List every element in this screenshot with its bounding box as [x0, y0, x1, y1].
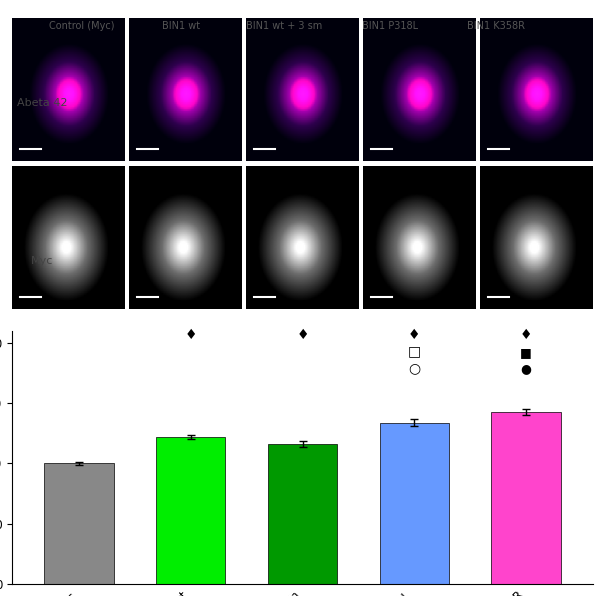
- Text: □: □: [408, 344, 420, 359]
- Text: ♦: ♦: [296, 328, 309, 342]
- Text: ♦: ♦: [520, 328, 532, 342]
- Text: Control (Myc): Control (Myc): [49, 21, 114, 31]
- Text: ●: ●: [520, 362, 531, 375]
- Bar: [491, 412, 560, 584]
- Text: Abeta 42: Abeta 42: [17, 98, 68, 108]
- Text: ○: ○: [408, 362, 420, 375]
- Text: ♦: ♦: [408, 328, 420, 342]
- Text: BIN1 K358R: BIN1 K358R: [467, 21, 525, 31]
- Text: ■: ■: [520, 346, 532, 359]
- Bar: [268, 444, 337, 584]
- Text: BIN1 P318L: BIN1 P318L: [362, 21, 418, 31]
- Text: Myc: Myc: [31, 256, 53, 266]
- Text: BIN1 wt: BIN1 wt: [162, 21, 201, 31]
- Bar: [45, 464, 114, 584]
- Text: BIN1 wt + 3 sm: BIN1 wt + 3 sm: [246, 21, 322, 31]
- Bar: [156, 437, 226, 584]
- Bar: [379, 423, 449, 584]
- Text: ♦: ♦: [185, 328, 197, 342]
